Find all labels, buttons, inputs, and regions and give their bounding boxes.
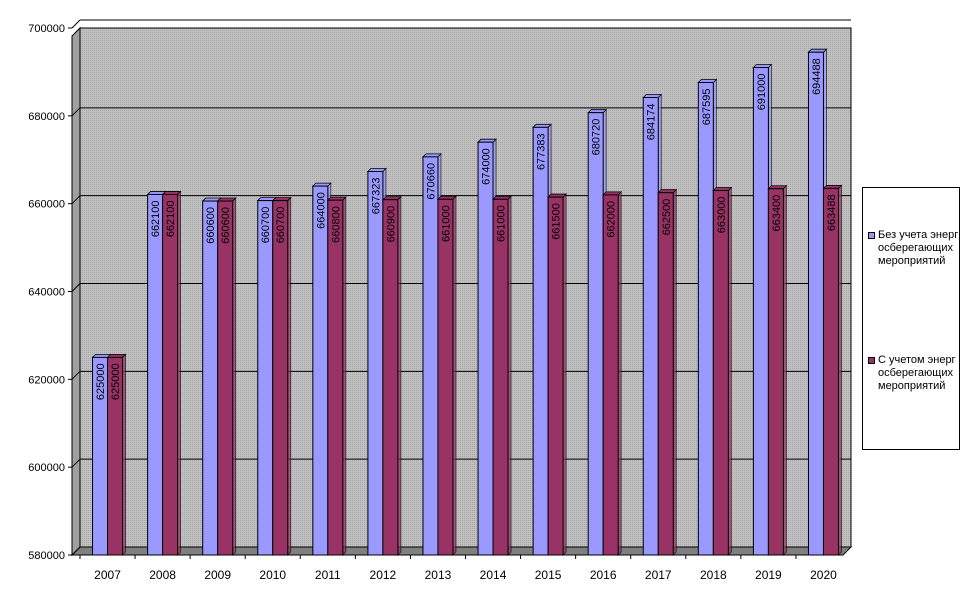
legend-label-series-1: Без учета энергосберегающих мероприятий	[878, 229, 959, 267]
bar-series-2	[382, 199, 399, 556]
bar-series-2	[602, 194, 619, 556]
bar-series-2	[547, 196, 564, 556]
bar-series-1	[202, 200, 219, 556]
plot-side-wall	[71, 26, 81, 557]
bar-series-2	[437, 198, 454, 556]
x-tick-label: 2016	[590, 568, 617, 582]
bar-series-2-label: 662000	[606, 201, 618, 238]
bar-series-2-label: 661000	[440, 205, 452, 242]
bar-series-2-label: 661000	[496, 205, 508, 242]
y-tick-label: 700000	[28, 23, 65, 35]
bar-series-1-label: 687595	[701, 88, 713, 125]
bar-series-2-label: 662500	[661, 199, 673, 236]
bar-series-1-label: 660700	[260, 207, 272, 244]
bar-series-1	[697, 81, 714, 556]
bar-series-2	[822, 187, 839, 556]
gridline-depth	[71, 195, 81, 205]
bar-series-2-label: 663400	[771, 195, 783, 232]
x-tick-label: 2014	[480, 568, 507, 582]
y-tick-label: 640000	[28, 287, 65, 299]
bar-series-1	[422, 156, 439, 556]
bar-series-2-label: 625000	[110, 363, 122, 400]
bar-series-2	[327, 199, 344, 556]
x-tick-label: 2007	[94, 568, 121, 582]
bar-series-2-label: 660600	[220, 207, 232, 244]
y-tick-label: 680000	[28, 111, 65, 123]
bar-series-1	[752, 67, 769, 556]
bar-series-2-label: 660900	[385, 206, 397, 243]
bar-series-1	[312, 185, 329, 556]
legend-item-series-2: С учетом энергосберегающих мероприятий	[868, 354, 960, 393]
bar-series-2-label: 662100	[165, 200, 177, 237]
x-tick-label: 2009	[204, 568, 231, 582]
bar-series-2	[217, 200, 234, 556]
bar-series-1	[532, 126, 549, 556]
bar-series-1-label: 677383	[536, 133, 548, 170]
bar-series-1	[367, 171, 384, 556]
y-tick-label: 580000	[28, 550, 65, 562]
x-tick-label: 2013	[425, 568, 452, 582]
bar-series-1	[257, 200, 274, 556]
x-tick-label: 2010	[259, 568, 286, 582]
legend-swatch-series-2	[868, 357, 875, 364]
bar-series-2	[107, 356, 124, 556]
bar-series-1-label: 664000	[315, 192, 327, 229]
legend-swatch-series-1	[868, 232, 875, 239]
bar-series-1-label: 625000	[95, 363, 107, 400]
x-tick-label: 2017	[645, 568, 672, 582]
bar-series-1	[587, 112, 604, 556]
gridline-depth	[71, 370, 81, 380]
bar-series-2-label: 660800	[330, 206, 342, 243]
bar-series-1-label: 691000	[756, 74, 768, 111]
bar-series-2	[767, 188, 784, 556]
bar-series-1-label: 660600	[205, 207, 217, 244]
gridline-depth	[71, 458, 81, 468]
bar-series-2-label: 660700	[275, 207, 287, 244]
bar-series-1-label: 680720	[591, 119, 603, 156]
bar-series-1-label: 674000	[481, 148, 493, 185]
x-tick-label: 2020	[810, 568, 837, 582]
bar-series-1	[807, 51, 824, 556]
x-tick-label: 2011	[315, 568, 341, 582]
bar-series-2	[162, 193, 179, 556]
y-tick-label: 600000	[28, 462, 65, 474]
bar-series-1-label: 684174	[646, 104, 658, 141]
bar-series-2	[712, 189, 729, 556]
bar-series-1-label: 662100	[150, 200, 162, 237]
x-tick-label: 2015	[535, 568, 562, 582]
plot-floor	[70, 546, 853, 556]
legend: Без учета энергосберегающих мероприятий …	[862, 187, 960, 450]
gridline-depth	[71, 19, 81, 29]
x-tick-label: 2018	[700, 568, 727, 582]
bar-series-1	[477, 141, 494, 556]
x-tick-label: 2008	[149, 568, 176, 582]
bar-series-1-label: 670660	[425, 163, 437, 200]
legend-item-series-1: Без учета энергосберегающих мероприятий	[868, 229, 960, 268]
x-tick-label: 2012	[370, 568, 397, 582]
bar-series-2-label: 663488	[826, 194, 838, 231]
x-tick-label: 2019	[755, 568, 782, 582]
y-tick-label: 660000	[28, 199, 65, 211]
bar-series-1-label: 694488	[811, 58, 823, 95]
gridline-depth	[71, 546, 81, 556]
bar-series-1	[147, 193, 164, 556]
gridline-depth	[71, 107, 81, 117]
plot-background	[79, 27, 852, 548]
bar-series-2	[492, 198, 509, 556]
bar-series-1	[642, 97, 659, 556]
bar-series-2-label: 661500	[551, 203, 563, 240]
bar-series-2	[272, 200, 289, 556]
bar-series-2-label: 663000	[716, 196, 728, 233]
bar-series-2	[657, 192, 674, 556]
y-tick-label: 620000	[28, 374, 65, 386]
gridline-depth	[71, 283, 81, 292]
bar-series-1-label: 667323	[370, 178, 382, 215]
legend-label-series-2: С учетом энергосберегающих мероприятий	[878, 354, 956, 392]
